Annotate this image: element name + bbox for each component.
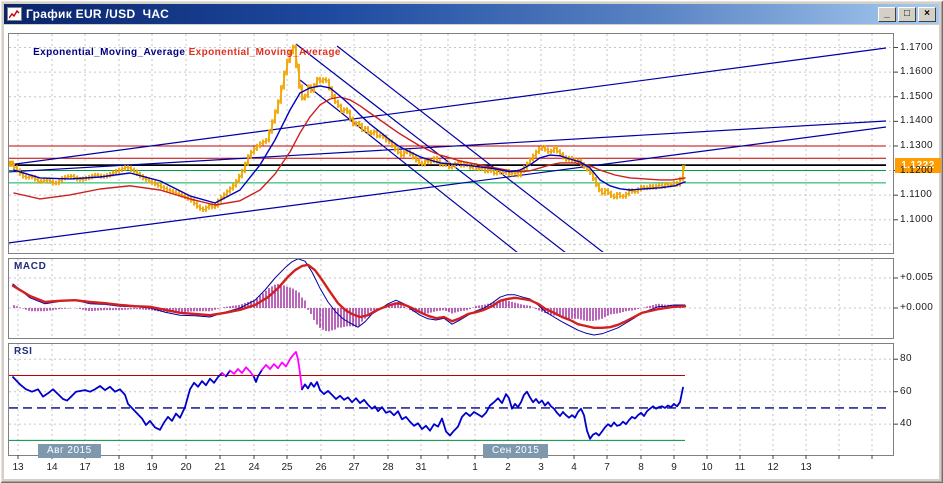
macd-panel[interactable] (8, 258, 894, 339)
close-button[interactable]: × (918, 6, 936, 22)
macd-histogram (13, 284, 684, 332)
price-line-start-marker (9, 160, 14, 167)
price-path (13, 45, 686, 211)
rsi-line (225, 369, 231, 378)
title-bar[interactable]: График EUR /USD ЧАС _ □ × (4, 4, 939, 24)
window-title: График EUR /USD ЧАС (26, 7, 170, 21)
rsi-line (12, 372, 223, 431)
maximize-button[interactable]: □ (898, 6, 916, 22)
trendline-4[interactable] (295, 43, 566, 253)
minimize-button[interactable]: _ (878, 6, 896, 22)
trendline-6[interactable] (336, 45, 604, 253)
rsi-line (253, 368, 263, 383)
ema-slow-line (13, 96, 686, 206)
price-panel[interactable] (8, 33, 894, 254)
trendline-2[interactable] (8, 120, 887, 173)
ema-fast-line (13, 85, 686, 204)
axis-ticks (17, 47, 898, 459)
rsi-panel[interactable] (8, 343, 894, 456)
trendline-5[interactable] (299, 79, 518, 253)
chart-app-icon (7, 7, 22, 21)
grid (9, 34, 892, 454)
trendline-3[interactable] (8, 126, 887, 244)
rsi-line-overbought (261, 350, 303, 391)
trendline-1[interactable] (8, 47, 887, 166)
rsi-line (301, 381, 684, 440)
macd-signal-line (11, 263, 687, 329)
rsi-line-overbought (229, 366, 255, 379)
